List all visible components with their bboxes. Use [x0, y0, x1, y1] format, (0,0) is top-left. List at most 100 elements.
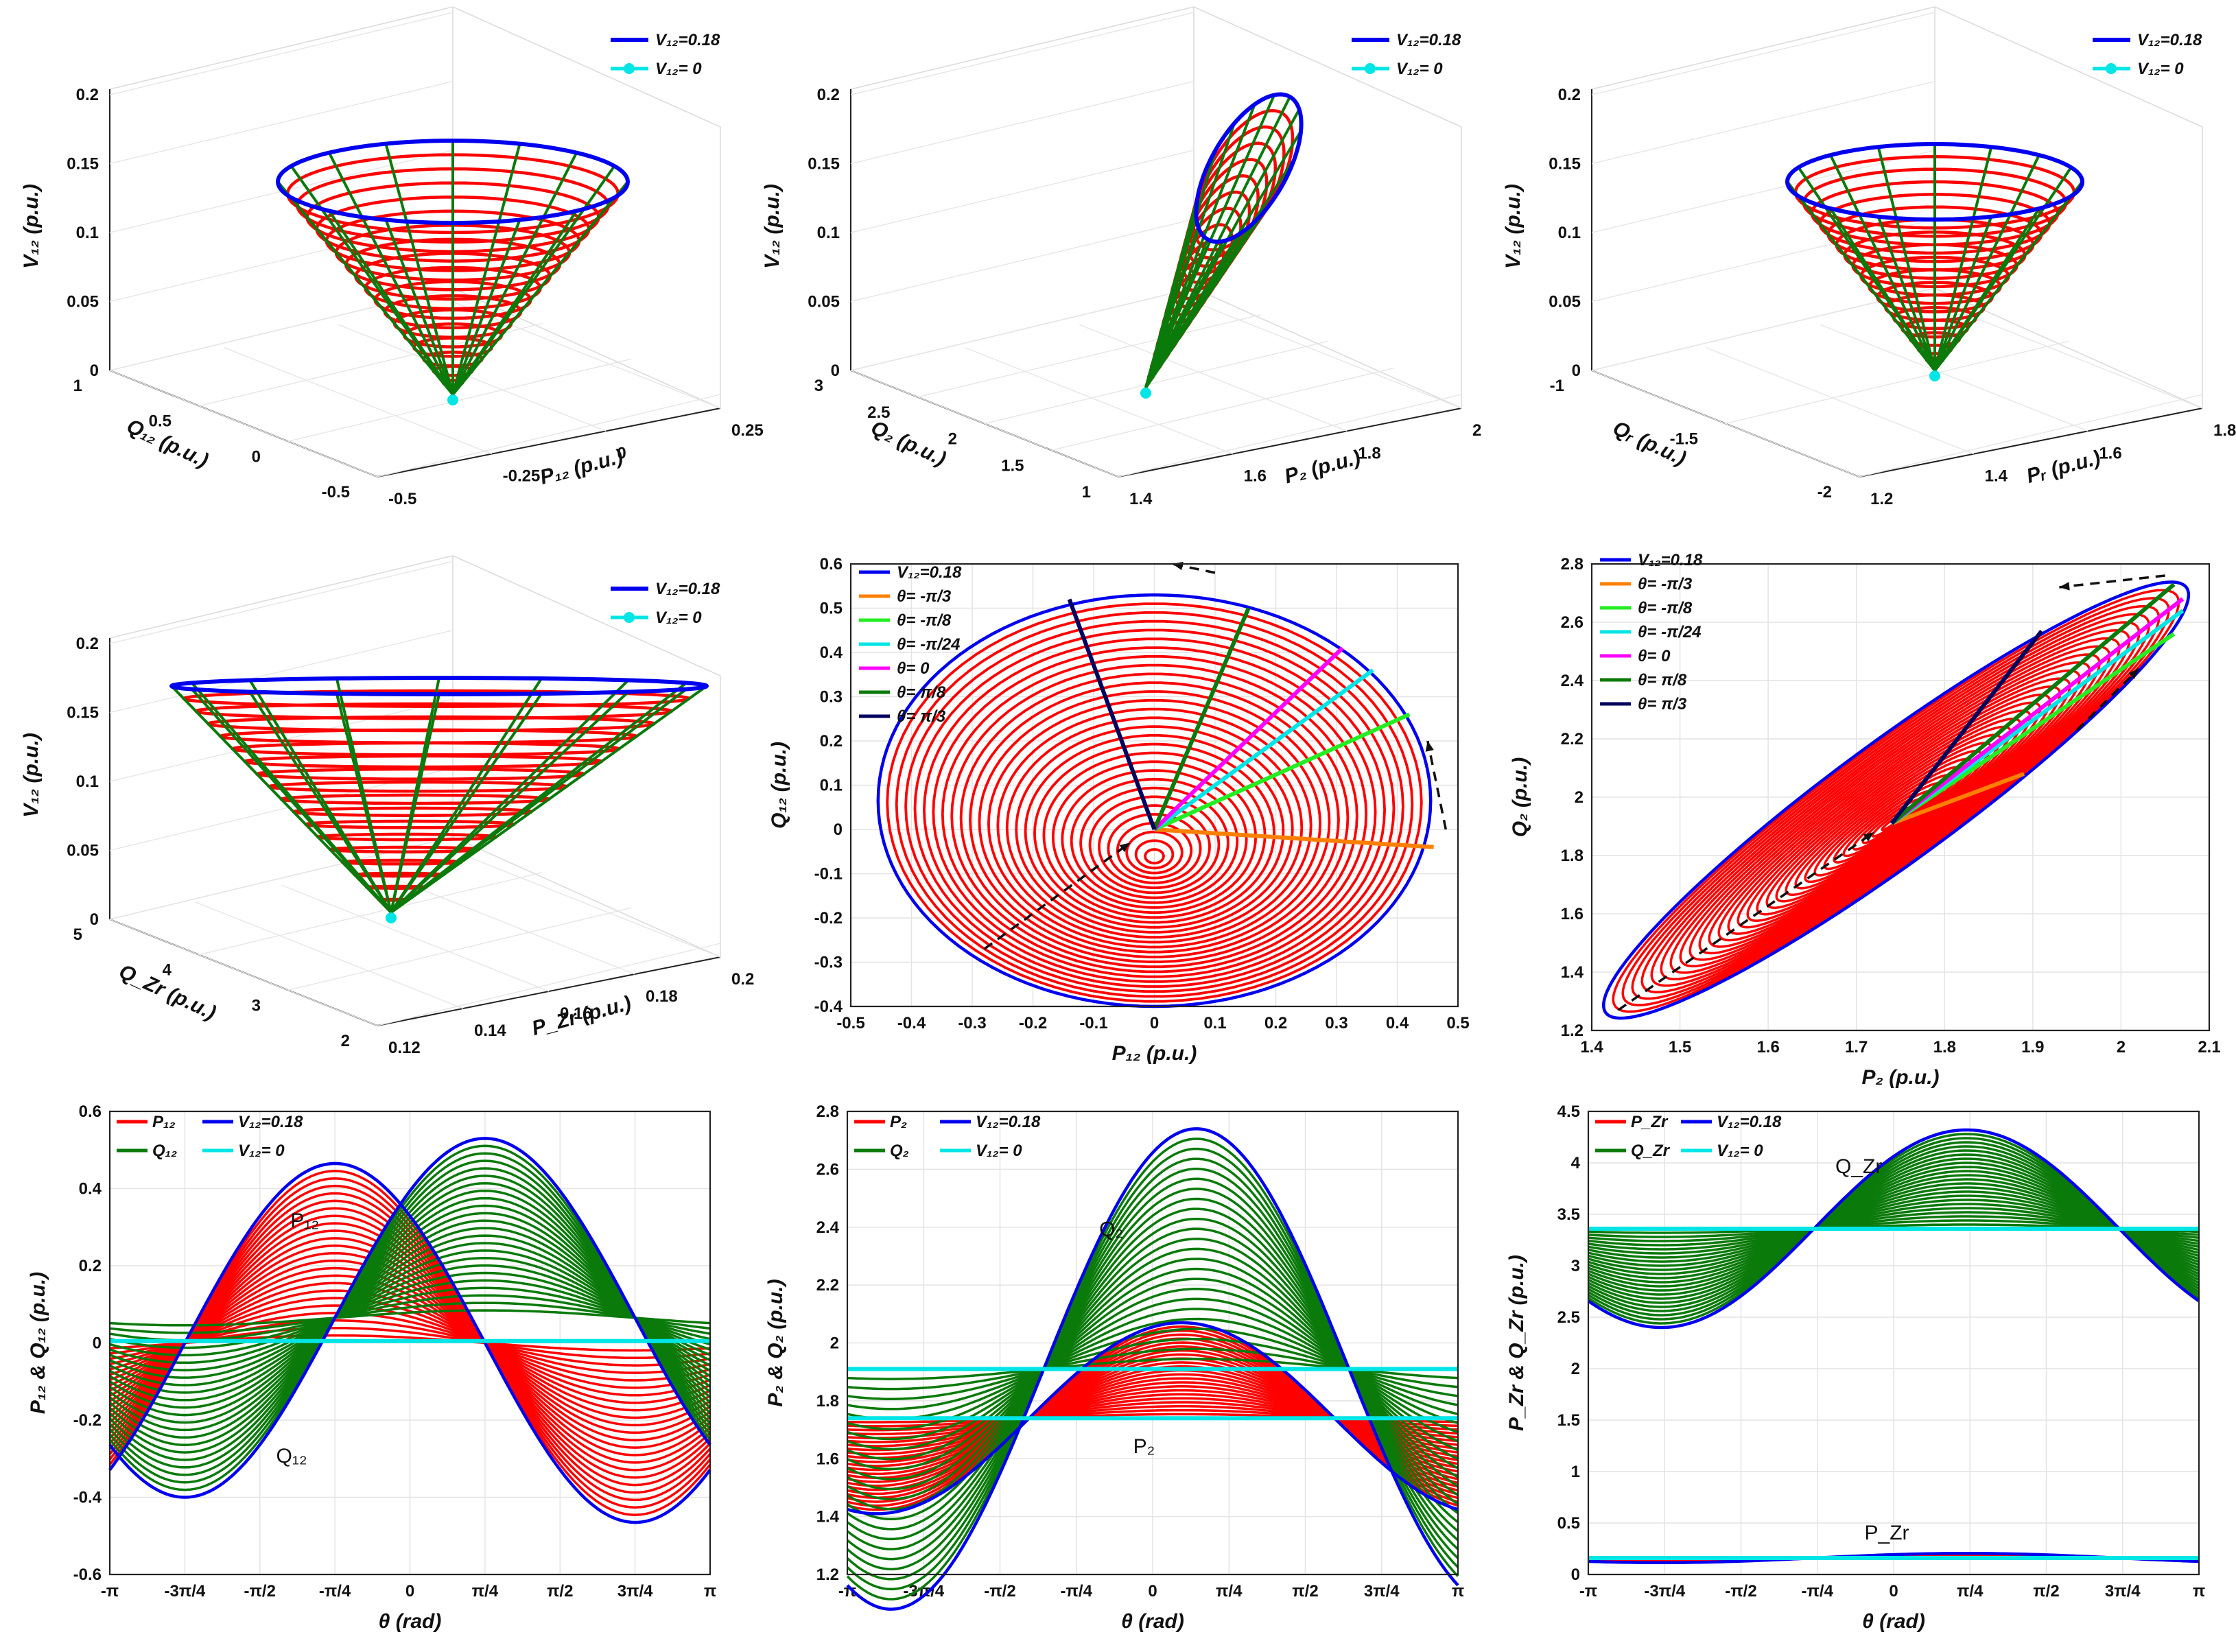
x-grid — [965, 348, 1233, 454]
legend-label: P₂ — [890, 1113, 907, 1131]
z-tick-label: 0.15 — [808, 155, 840, 174]
x-tick-label: 3π/4 — [617, 1582, 653, 1601]
y-tick-label: 1 — [1082, 483, 1091, 502]
x-axis-label: P₁₂ (p.u.) — [1112, 1042, 1197, 1065]
y-tick-label: -0.2 — [814, 909, 843, 928]
legend-label: P_Zr — [1631, 1113, 1669, 1131]
x-tick-label: π/4 — [1957, 1582, 1984, 1601]
x-grid — [1079, 324, 1347, 431]
x-axis-label: θ (rad) — [379, 1610, 442, 1633]
y-tick-label: 0.6 — [820, 555, 843, 574]
figure-canvas: 00.050.10.150.2V₁₂ (p.u.)10.50-0.5Q₁₂ (p… — [0, 0, 2236, 1652]
curve-label: P_Zr — [1865, 1522, 1909, 1544]
cone-meridian — [1146, 131, 1301, 388]
v12-zero-point — [1140, 388, 1151, 399]
y-tick-label: 2.4 — [1561, 672, 1584, 690]
z-grid — [110, 82, 453, 164]
y-tick-label: -0.3 — [814, 954, 843, 972]
z-tick-label: 0 — [831, 362, 840, 380]
legend-label: V₁₂=0.18 — [1717, 1113, 1782, 1131]
x-tick-label: 0.2 — [731, 970, 754, 989]
z-tick-label: 0.2 — [1558, 86, 1581, 104]
legend-label: V₁₂=0.18 — [238, 1113, 303, 1131]
z-tick-label: 0.1 — [76, 224, 99, 242]
x-axis-label: θ (rad) — [1862, 1610, 1925, 1633]
cone-meridian — [1146, 110, 1299, 388]
y-tick-label: 4 — [1571, 1154, 1581, 1172]
y-tick-label: 3 — [814, 377, 823, 395]
x-tick-label: 1.6 — [2099, 444, 2121, 462]
y-tick-label: 1.6 — [1561, 905, 1584, 923]
z-grid — [110, 12, 453, 95]
z-tick-label: 0.1 — [817, 224, 840, 242]
x-tick-label: 1.4 — [1580, 1038, 1603, 1057]
legend-marker — [624, 612, 635, 623]
box-edge — [453, 837, 720, 957]
z-tick-label: 0.05 — [67, 293, 99, 311]
z-tick-label: 0.1 — [76, 772, 99, 791]
y-tick-label: 0.1 — [820, 777, 843, 795]
legend-label: θ= π/3 — [1638, 695, 1687, 713]
x-tick-label: 3π/4 — [1364, 1582, 1400, 1601]
legend-label: V₁₂=0.18 — [2137, 31, 2202, 49]
y-tick-label: 1.5 — [1001, 456, 1024, 475]
y-tick-label: 2 — [830, 1334, 839, 1353]
y-tick-label: 1.2 — [816, 1566, 839, 1584]
legend-label: θ= -π/3 — [1638, 575, 1693, 593]
x-axis-label: P₁₂ (p.u.) — [538, 445, 626, 489]
legend-label: V₁₂=0.18 — [655, 580, 720, 598]
legend-label: θ= 0 — [1638, 647, 1671, 665]
y-tick-label: -0.4 — [814, 998, 843, 1016]
y-grid — [1726, 342, 2069, 424]
x-tick-label: 1.4 — [1129, 490, 1153, 508]
z-tick-label: 0.15 — [67, 704, 99, 722]
z-tick-label: 0.15 — [1549, 155, 1581, 174]
y-tick-label: 2 — [1571, 1360, 1580, 1378]
y-grid — [1052, 368, 1395, 450]
x-tick-label: π/2 — [2033, 1582, 2059, 1601]
z-tick-label: 0 — [90, 910, 99, 929]
legend-label: V₁₂= 0 — [2137, 60, 2184, 78]
x-tick-label: 0 — [1148, 1582, 1157, 1601]
y-grid — [1592, 288, 1935, 370]
y-tick-label: -1 — [1550, 377, 1564, 395]
panel-p31: -π -3π/4 -π/2 -π/4 0 π/4 π/2 3π/4 π-0.6-0.4-0.20… — [27, 1102, 716, 1633]
y-tick-label: 1.6 — [816, 1450, 839, 1468]
x-tick-label: 0 — [1889, 1582, 1898, 1601]
panel-p32: -π -3π/4 -π/2 -π/4 0 π/4 π/2 3π/4 π1.21.41.61.82… — [764, 1102, 1464, 1633]
box-edge — [110, 556, 453, 638]
x-tick-label: π/4 — [1216, 1582, 1243, 1601]
panel-p12: 00.050.10.150.2V₁₂ (p.u.)32.521.51Q₂ (p.… — [761, 7, 1481, 508]
x-tick-label: 2.1 — [2198, 1038, 2220, 1057]
y-grid — [288, 908, 631, 990]
curve-label: Q₂ — [1099, 1218, 1123, 1240]
y-tick-label: 5 — [73, 925, 82, 944]
y-tick-label: 0.4 — [79, 1180, 102, 1199]
legend-label: V₁₂= 0 — [655, 609, 702, 627]
y-tick-label: 3 — [252, 996, 261, 1015]
x-tick-label: 1.6 — [1756, 1038, 1779, 1057]
x-grid — [196, 902, 463, 1008]
panel-p33: -π -3π/4 -π/2 -π/4 0 π/4 π/2 3π/4 π00.511.522.53… — [1505, 1102, 2205, 1633]
legend-label: θ= -π/24 — [1638, 623, 1702, 641]
box-edge — [110, 7, 453, 89]
x-tick-label: -0.3 — [958, 1014, 986, 1032]
z-grid — [1592, 82, 1935, 164]
cone-meridian — [1935, 155, 2039, 370]
y-axis-label: P₁₂ & Q₁₂ (p.u.) — [27, 1272, 49, 1414]
panel-p22: -0.5 -0.4 -0.3 -0.2 -0.1 0 0.1 0.2 0.3 0.4 0.5-0.4… — [768, 555, 1470, 1065]
y-tick-label: 0.5 — [1557, 1514, 1580, 1533]
x-tick-label: 1.2 — [1870, 490, 1893, 508]
legend-label: V₁₂=0.18 — [976, 1113, 1041, 1131]
y-tick-label: 3 — [1571, 1257, 1580, 1275]
box-edge — [851, 7, 1194, 89]
y-grid — [199, 324, 542, 406]
x-axis-label: P₂ (p.u.) — [1282, 446, 1363, 488]
y-tick-label: 1 — [1571, 1463, 1580, 1481]
legend-label: V₁₂= 0 — [1717, 1142, 1763, 1160]
z-tick-label: 0.2 — [817, 86, 840, 104]
legend-marker — [1365, 63, 1376, 74]
legend-label: θ= -π/8 — [1638, 599, 1693, 617]
y-tick-label: 2.8 — [1561, 555, 1584, 574]
y-tick-label: 2.6 — [816, 1160, 839, 1179]
